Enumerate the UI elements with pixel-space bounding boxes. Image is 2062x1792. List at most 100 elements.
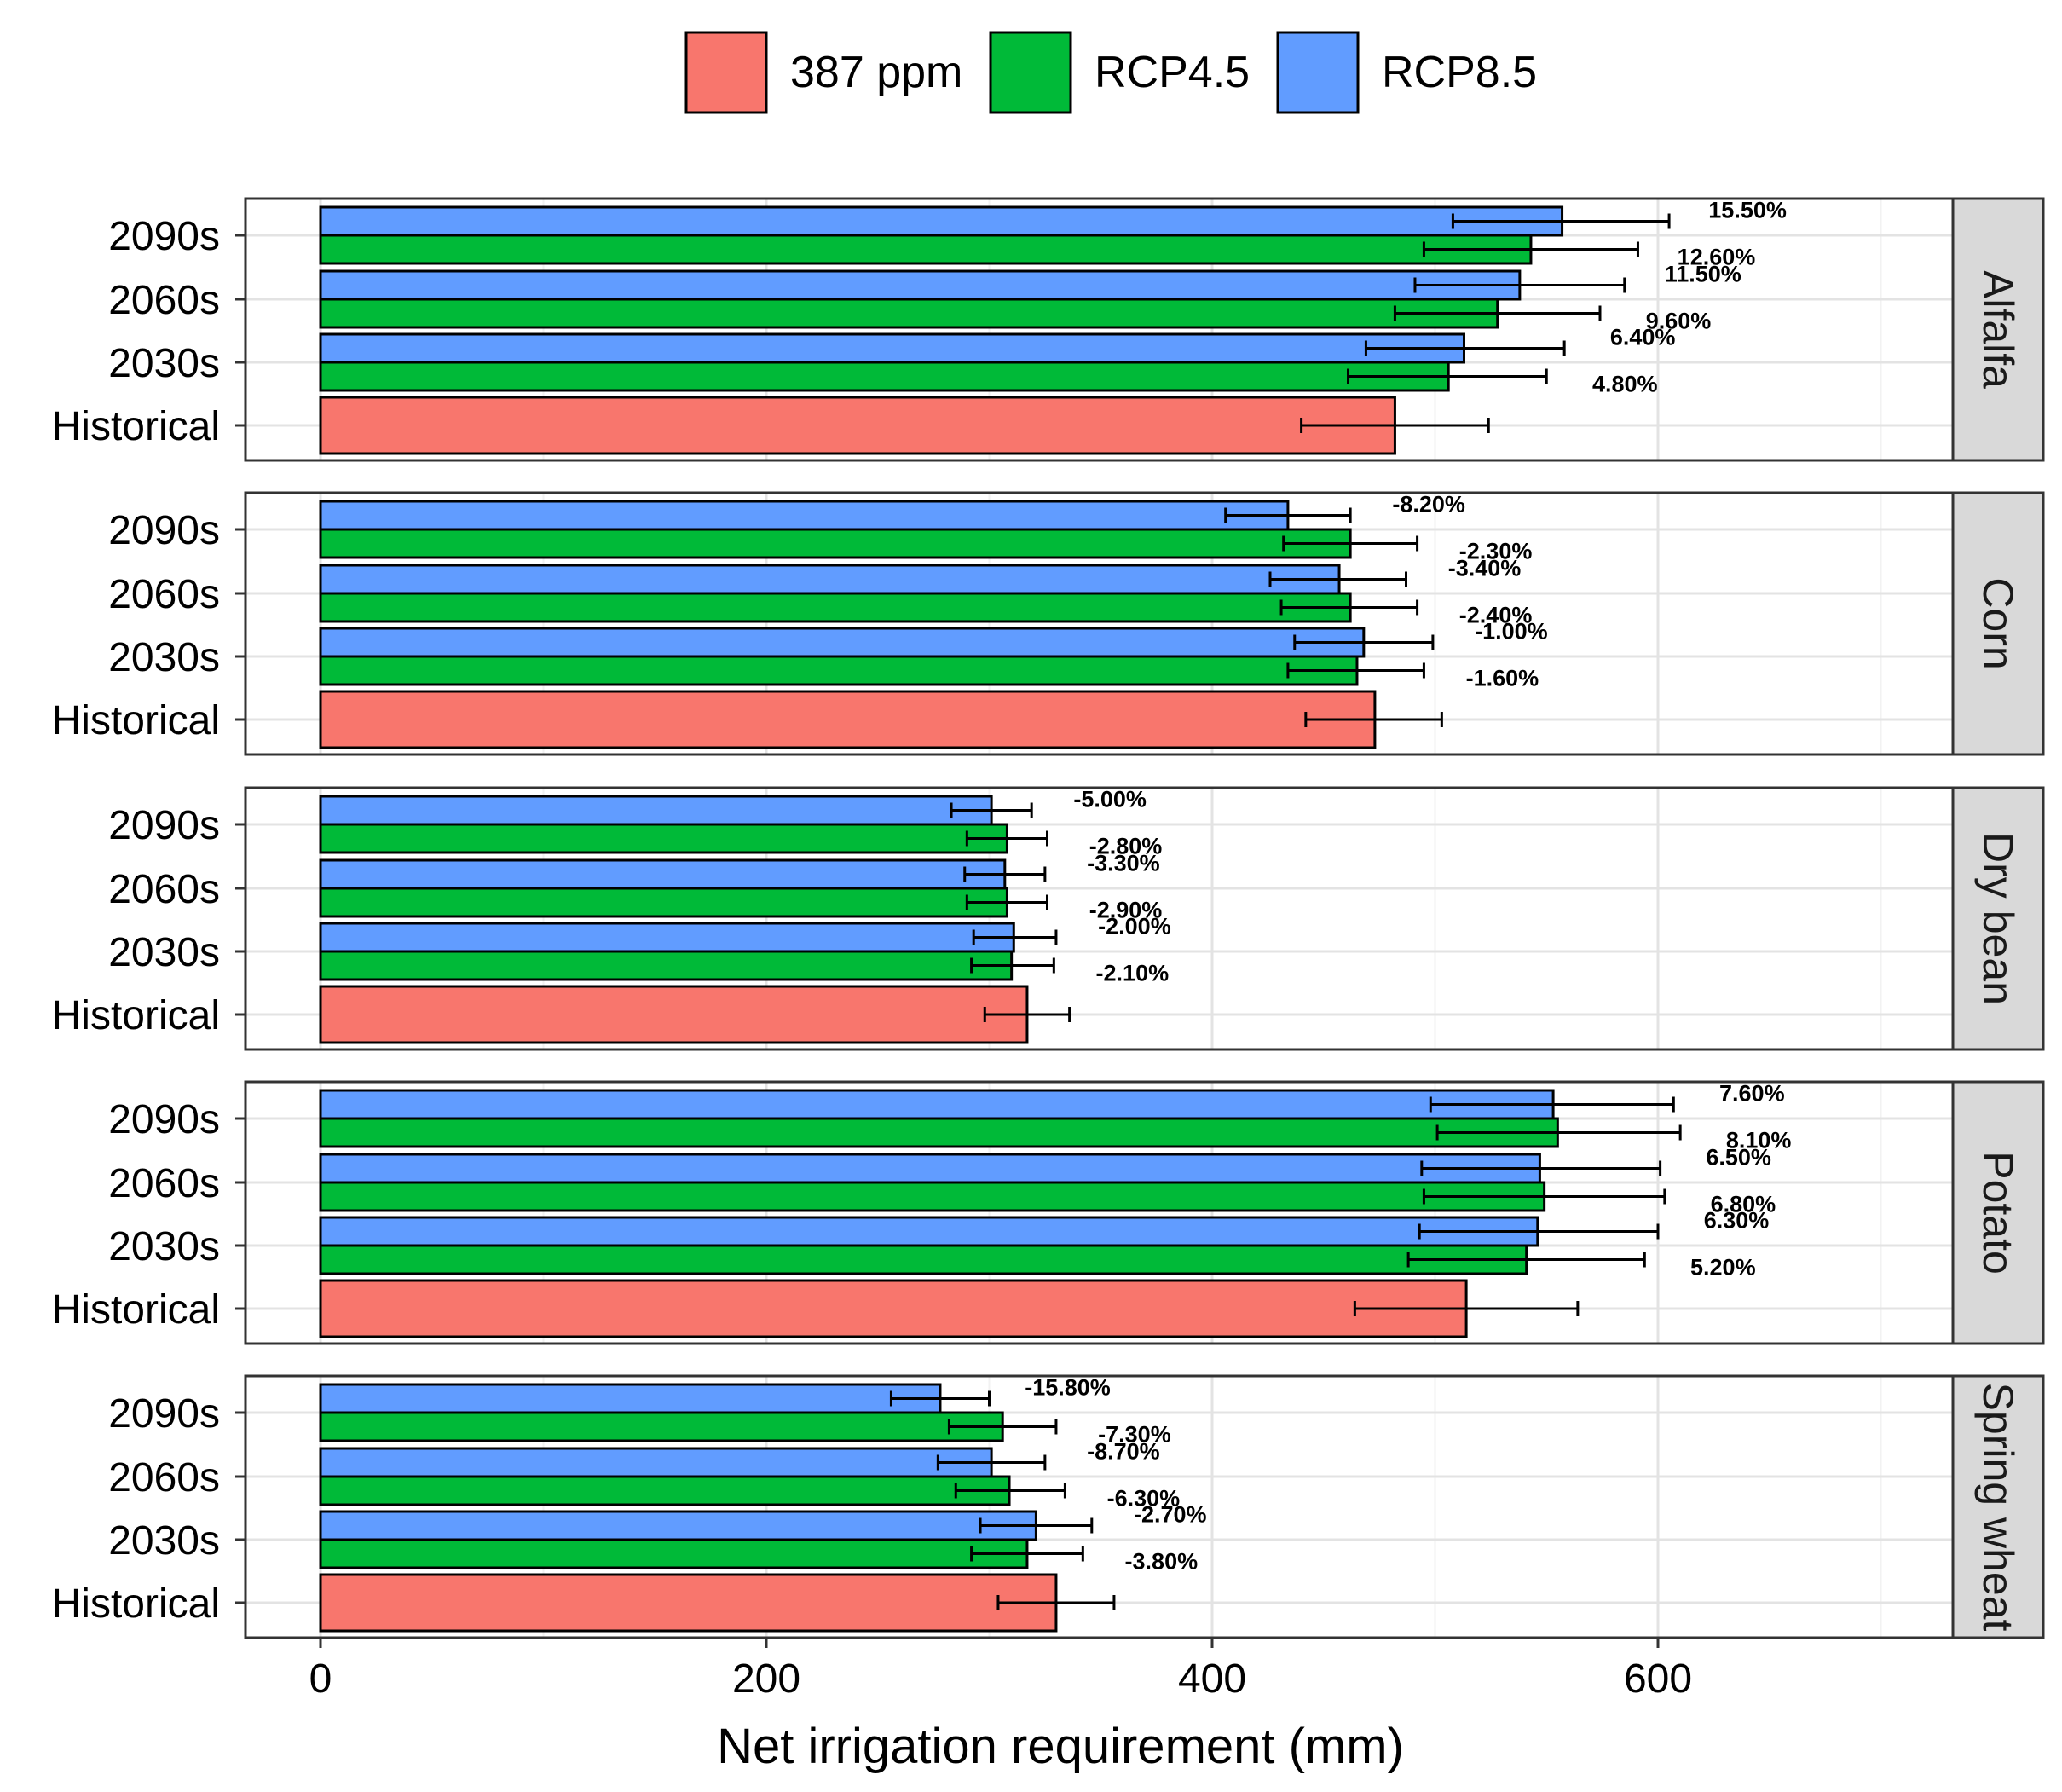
x-tick-label: 400 (1178, 1656, 1246, 1702)
pct-label-rcp45-2030s: -2.10% (1096, 961, 1170, 986)
strip-label-3: Potato (1974, 1151, 2022, 1275)
bar-historical (319, 396, 1396, 455)
x-axis-label: Net irrigation requirement (mm) (717, 1719, 1404, 1774)
pct-label-rcp45-2090s: 8.10% (1726, 1128, 1792, 1153)
y-tick-label: 2030s (108, 635, 220, 680)
bar-rcp85-2060s (319, 1153, 1541, 1184)
panel-2: -2.00% -2.10% -3.30% -2.90% -5.00% -2.80% Hist… (52, 786, 2045, 1051)
y-tick-label: 2030s (108, 341, 220, 386)
pct-label-rcp85-2030s: -1.00% (1475, 619, 1548, 645)
panel-4: -2.70% -3.80% -8.70% -6.30% -15.80% -7.30% His… (52, 1374, 2045, 1639)
pct-label-rcp45-2060s: 9.60% (1646, 309, 1712, 334)
pct-label-rcp45-2090s: -2.30% (1459, 539, 1533, 564)
pct-label-rcp45-2090s: -2.80% (1089, 834, 1163, 859)
pct-label-rcp45-2060s: -2.40% (1459, 603, 1533, 628)
bar-rcp45-2060s (319, 592, 1352, 623)
legend-swatch-0 (684, 31, 768, 114)
bar-rcp45-2090s (319, 1117, 1559, 1148)
bar-historical (319, 1279, 1468, 1338)
strip-label-0: Alfalfa (1974, 270, 2022, 389)
strip-background (1951, 197, 2045, 462)
y-tick-label: 2090s (108, 214, 220, 259)
legend-swatch-1 (989, 31, 1072, 114)
pct-label-rcp45-2030s: -1.60% (1466, 666, 1539, 691)
bar-rcp45-2090s (319, 823, 1008, 854)
bar-rcp85-2030s (319, 627, 1366, 658)
bar-rcp45-2060s (319, 887, 1008, 918)
y-tick-label: 2030s (108, 930, 220, 975)
bar-rcp85-2030s (319, 922, 1015, 953)
y-tick-label: Historical (52, 698, 220, 743)
y-tick-label: 2090s (108, 508, 220, 553)
bar-rcp85-2060s (319, 564, 1341, 595)
facet-panels: 6.40% 4.80% 11.50% 9.60% 15.50% 12.60% Histori… (52, 197, 2045, 1639)
pct-label-rcp85-2090s: -8.20% (1392, 492, 1465, 517)
bar-rcp85-2090s (319, 1089, 1555, 1120)
y-tick-label: 2090s (108, 1097, 220, 1142)
pct-label-rcp85-2030s: 6.30% (1704, 1208, 1770, 1234)
pct-label-rcp85-2030s: -2.00% (1098, 914, 1171, 939)
legend-label-0: 387 ppm (790, 48, 962, 97)
x-tick-label: 600 (1624, 1656, 1692, 1702)
bar-rcp45-2060s (319, 1475, 1011, 1506)
bar-rcp85-2090s (319, 1383, 942, 1414)
x-tick-label: 200 (732, 1656, 800, 1702)
x-axis: 0 200 400 600 (309, 1638, 1692, 1702)
pct-label-rcp45-2060s: -6.30% (1107, 1486, 1181, 1512)
x-tick-label: 0 (309, 1656, 332, 1702)
y-tick-label: Historical (52, 993, 220, 1038)
pct-label-rcp85-2090s: 15.50% (1708, 198, 1787, 223)
y-tick-label: 2060s (108, 572, 220, 617)
bar-rcp45-2030s (319, 950, 1014, 981)
pct-label-rcp45-2030s: 5.20% (1690, 1255, 1756, 1280)
panel-0: 6.40% 4.80% 11.50% 9.60% 15.50% 12.60% Histori… (52, 197, 2045, 462)
pct-label-rcp85-2060s: -3.30% (1087, 851, 1160, 876)
pct-label-rcp45-2060s: -2.90% (1089, 898, 1163, 923)
bar-rcp45-2090s (319, 234, 1533, 265)
y-tick-label: 2060s (108, 1161, 220, 1206)
strip-label-4: Spring wheat (1974, 1383, 2022, 1632)
pct-label-rcp85-2090s: -15.80% (1025, 1375, 1111, 1401)
bar-rcp85-2030s (319, 1510, 1037, 1541)
y-tick-label: 2090s (108, 803, 220, 848)
pct-label-rcp45-2030s: -3.80% (1125, 1549, 1199, 1575)
panel-1: -1.00% -1.60% -3.40% -2.40% -8.20% -2.30% Hist… (52, 491, 2045, 756)
bar-rcp45-2030s (319, 1244, 1528, 1275)
bar-rcp45-2030s (319, 361, 1450, 392)
y-tick-label: Historical (52, 404, 220, 449)
bar-rcp85-2060s (319, 1447, 993, 1478)
legend: 387 ppm RCP4.5 RCP8.5 (684, 31, 1537, 114)
pct-label-rcp85-2030s: -2.70% (1134, 1502, 1207, 1528)
pct-label-rcp85-2060s: 6.50% (1706, 1145, 1771, 1171)
strip-label-1: Corn (1974, 577, 2022, 669)
pct-label-rcp85-2030s: 6.40% (1610, 325, 1676, 350)
pct-label-rcp85-2090s: 7.60% (1719, 1081, 1785, 1107)
bar-historical (319, 1573, 1058, 1633)
panel-3: 6.30% 5.20% 6.50% 6.80% 7.60% 8.10% Historical… (52, 1080, 2045, 1345)
y-tick-label: 2060s (108, 1455, 220, 1500)
pct-label-rcp45-2090s: -7.30% (1098, 1422, 1171, 1448)
strip-background (1951, 786, 2045, 1051)
pct-label-rcp45-2030s: 4.80% (1592, 372, 1658, 397)
pct-label-rcp45-2060s: 6.80% (1711, 1192, 1776, 1217)
bar-rcp45-2030s (319, 655, 1359, 686)
y-tick-label: Historical (52, 1581, 220, 1627)
bar-rcp85-2090s (319, 205, 1564, 237)
strip-background (1951, 1374, 2045, 1639)
strip-background (1951, 1080, 2045, 1345)
legend-label-2: RCP8.5 (1382, 48, 1537, 97)
legend-label-1: RCP4.5 (1095, 48, 1250, 97)
pct-label-rcp85-2060s: -8.70% (1087, 1439, 1160, 1465)
pct-label-rcp85-2060s: -3.40% (1448, 556, 1522, 581)
bar-rcp45-2030s (319, 1538, 1029, 1569)
y-tick-label: 2030s (108, 1224, 220, 1269)
bar-rcp85-2060s (319, 269, 1522, 301)
pct-label-rcp85-2060s: 11.50% (1665, 262, 1741, 287)
legend-swatch-2 (1276, 31, 1360, 114)
pct-label-rcp45-2090s: 12.60% (1678, 245, 1756, 270)
bar-rcp45-2060s (319, 1181, 1546, 1212)
bar-rcp45-2090s (319, 1411, 1004, 1442)
y-tick-label: 2030s (108, 1518, 220, 1564)
bar-rcp45-2090s (319, 528, 1352, 559)
